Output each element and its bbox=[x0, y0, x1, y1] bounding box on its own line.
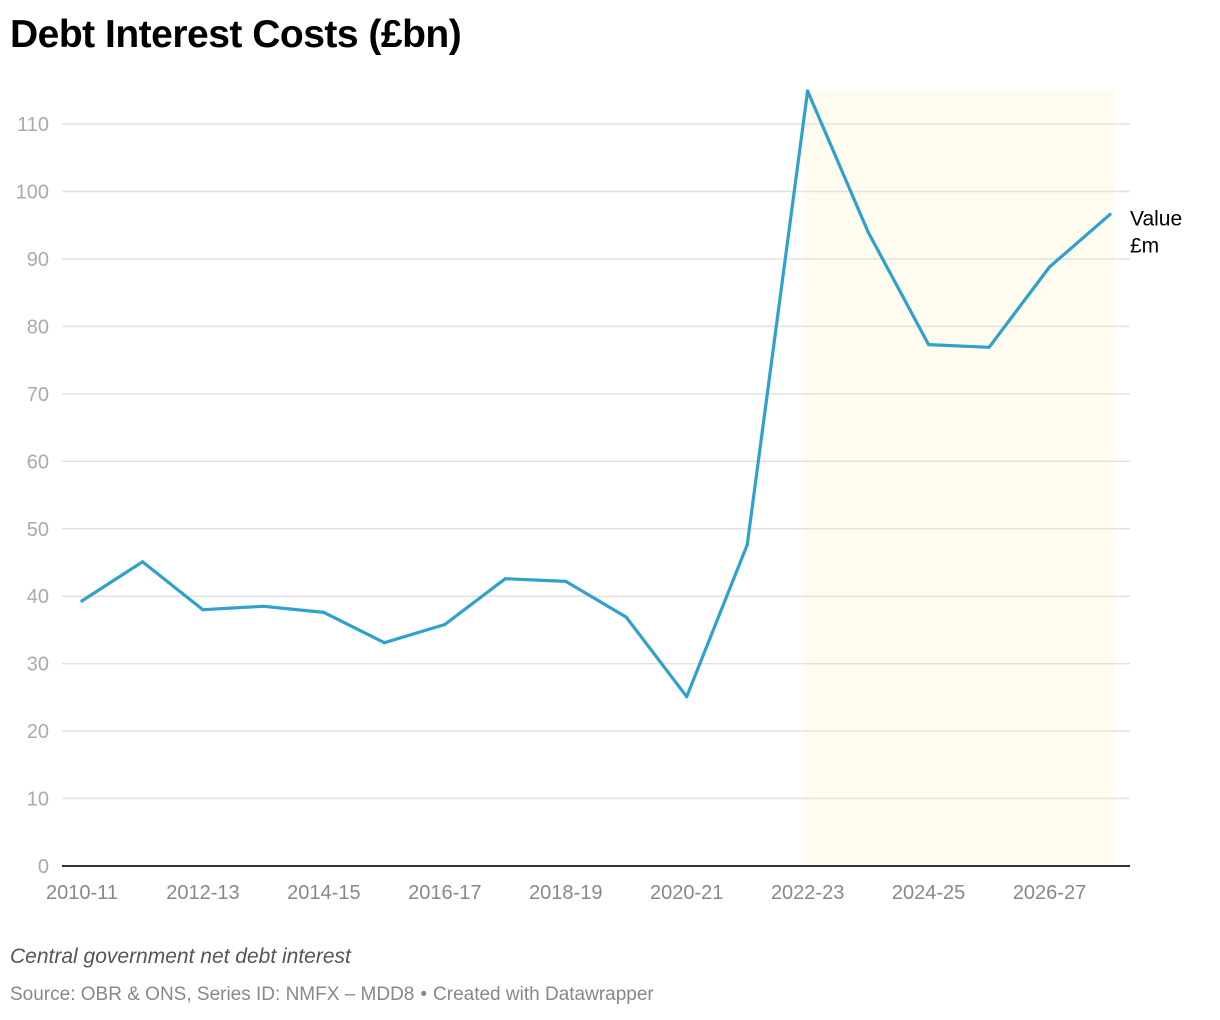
datawrapper-credit: Created with Datawrapper bbox=[433, 984, 654, 1005]
chart-source: Source: OBR & ONS, Series ID: NMFX – MDD… bbox=[10, 984, 654, 1006]
series-label-text: Value £m bbox=[1130, 207, 1182, 257]
series-layer bbox=[80, 89, 1112, 699]
y-tick-label: 50 bbox=[27, 519, 49, 541]
data-point bbox=[806, 89, 810, 93]
y-tick-label: 60 bbox=[27, 451, 49, 473]
data-point bbox=[987, 345, 991, 349]
data-point bbox=[926, 343, 931, 347]
x-tick-label: 2010-11 bbox=[46, 882, 118, 904]
data-point bbox=[443, 622, 447, 627]
y-tick-label: 30 bbox=[27, 654, 49, 676]
y-tick-label: 10 bbox=[27, 789, 49, 811]
y-tick-label: 100 bbox=[16, 182, 49, 204]
x-tick-label: 2026-27 bbox=[1013, 882, 1086, 904]
chart-title: Debt Interest Costs (£bn) bbox=[10, 13, 462, 56]
y-tick-label: 90 bbox=[27, 249, 49, 271]
series-label: Value £m bbox=[1130, 207, 1182, 257]
forecast-highlight-area bbox=[803, 90, 1114, 866]
data-point bbox=[80, 599, 84, 603]
data-point bbox=[685, 695, 689, 699]
data-point bbox=[261, 604, 266, 608]
data-point bbox=[866, 230, 870, 234]
data-point bbox=[745, 543, 749, 547]
line-chart: 0 10 20 30 40 50 60 70 80 90 100 110 2010-11 2012-13… bbox=[16, 89, 1182, 904]
series-line bbox=[80, 89, 1112, 699]
y-tick-label: 110 bbox=[17, 114, 49, 136]
source-text: Source: OBR & ONS, Series ID: NMFX – MDD… bbox=[10, 984, 415, 1005]
data-point bbox=[322, 610, 326, 614]
series-label-line: Value bbox=[1130, 207, 1182, 230]
x-tick-label: 2016-17 bbox=[408, 882, 481, 904]
x-tick-label: 2022-23 bbox=[771, 882, 844, 904]
y-tick-label: 0 bbox=[38, 856, 49, 878]
y-tick-label: 80 bbox=[27, 316, 49, 338]
y-tick-label: 20 bbox=[27, 721, 49, 743]
data-point bbox=[140, 560, 145, 564]
x-tick-label: 2020-21 bbox=[650, 882, 723, 904]
data-point bbox=[1108, 212, 1112, 217]
x-tick-label: 2012-13 bbox=[166, 882, 239, 904]
data-point bbox=[201, 608, 205, 612]
data-point bbox=[624, 615, 628, 619]
source-separator: • bbox=[420, 984, 428, 1005]
data-point bbox=[564, 579, 568, 583]
data-point bbox=[503, 577, 507, 581]
x-tick-label: 2018-19 bbox=[529, 882, 602, 904]
chart-notes: Central government net debt interest bbox=[10, 945, 351, 968]
y-axis-tick-labels: 0 10 20 30 40 50 60 70 80 90 100 110 bbox=[16, 114, 49, 878]
data-point bbox=[1047, 265, 1052, 269]
series-label-line: £m bbox=[1130, 234, 1159, 257]
y-gridlines bbox=[62, 123, 1130, 800]
x-tick-label: 2024-25 bbox=[892, 882, 965, 904]
highlight-rect bbox=[803, 90, 1114, 866]
y-tick-label: 70 bbox=[27, 384, 49, 406]
x-tick-label: 2014-15 bbox=[287, 882, 360, 904]
data-point bbox=[382, 641, 386, 645]
y-tick-label: 40 bbox=[27, 586, 49, 608]
x-axis-tick-labels: 2010-11 2012-13 2014-15 2016-17 2018-19 2020-… bbox=[46, 882, 1086, 904]
